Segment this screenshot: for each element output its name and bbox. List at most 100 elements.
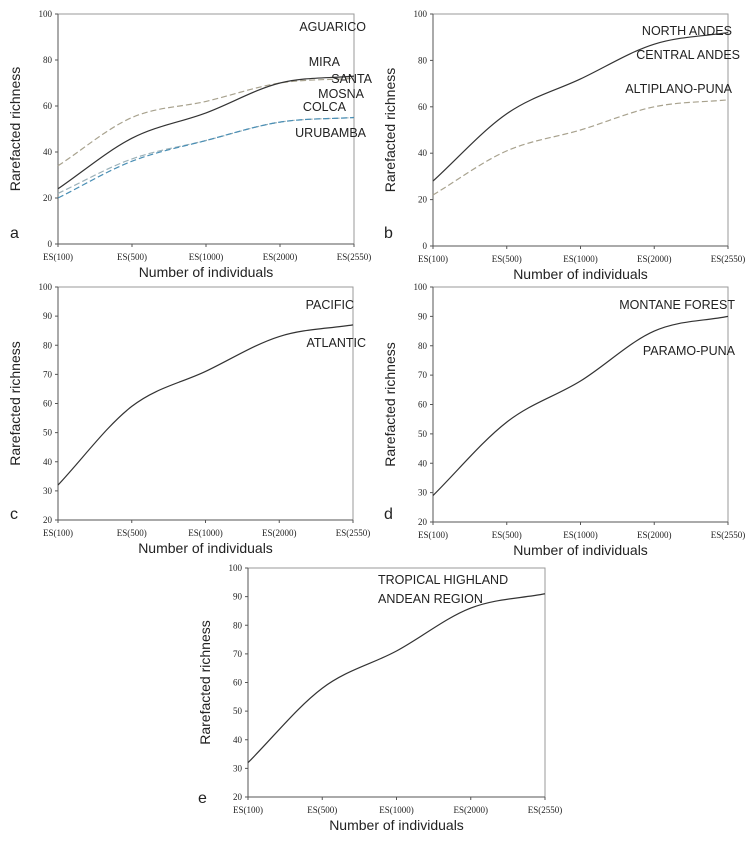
x-tick-label: ES(500) [492, 254, 522, 264]
x-tick-label: ES(100) [43, 252, 73, 262]
y-tick-label: 50 [43, 428, 53, 438]
x-tick-label: ES(2000) [454, 805, 489, 815]
y-tick-label: 100 [414, 282, 428, 292]
y-tick-label: 50 [233, 706, 243, 716]
y-tick-label: 80 [418, 55, 428, 65]
x-axis-title: Number of individuals [513, 542, 648, 558]
region-label: NORTH ANDES [642, 24, 732, 38]
x-axis-title: Number of individuals [513, 266, 648, 282]
region-label: ALTIPLANO-PUNA [625, 82, 732, 96]
y-tick-label: 20 [418, 517, 428, 527]
series-line-2 [432, 99, 729, 196]
panel-letter: a [10, 225, 19, 242]
y-tick-label: 40 [43, 147, 53, 157]
y-tick-label: 100 [39, 9, 53, 19]
region-label: ATLANTIC [307, 336, 367, 350]
panel-e: 20 30 40 50 60 70 80 90 100 ES(100) ES(500) ES(1000… [197, 563, 562, 833]
y-tick-label: 70 [233, 649, 243, 659]
x-tick-label: ES(2000) [263, 252, 298, 262]
region-label: COLCA [303, 100, 347, 114]
y-tick-label: 40 [233, 735, 243, 745]
plot-frame [57, 286, 354, 521]
y-tick-label: 90 [43, 311, 53, 321]
y-tick-label: 70 [418, 370, 428, 380]
y-tick-label: 40 [418, 148, 428, 158]
y-axis-title: Rarefacted richness [7, 67, 23, 192]
region-label: MONTANE FOREST [619, 298, 735, 312]
x-tick-label: ES(2550) [711, 254, 746, 264]
x-tick-label: ES(1000) [188, 528, 223, 538]
series-line-1 [57, 324, 354, 486]
y-tick-label: 20 [43, 193, 53, 203]
x-tick-label: ES(500) [117, 528, 147, 538]
x-tick-label: ES(1000) [563, 254, 598, 264]
x-tick-label: ES(500) [492, 530, 522, 540]
x-tick-label: ES(1000) [189, 252, 224, 262]
panel-letter: c [10, 506, 18, 523]
panel-letter: b [384, 225, 393, 242]
panel-letter: e [198, 790, 207, 807]
panel-d: 20 30 40 50 60 70 80 90 100 ES(100) ES(500) ES(1000… [382, 282, 745, 558]
y-tick-label: 70 [43, 369, 53, 379]
x-tick-label: ES(100) [418, 254, 448, 264]
series-line-2 [57, 75, 355, 190]
x-tick-label: ES(2550) [337, 252, 372, 262]
y-tick-label: 0 [423, 241, 428, 251]
x-tick-label: ES(1000) [379, 805, 414, 815]
x-tick-label: ES(2550) [336, 528, 371, 538]
x-tick-label: ES(100) [43, 528, 73, 538]
y-tick-label: 80 [43, 340, 53, 350]
y-tick-label: 60 [233, 678, 243, 688]
region-label: TROPICAL HIGHLAND [378, 573, 508, 587]
y-tick-label: 100 [229, 563, 243, 573]
y-tick-label: 80 [233, 620, 243, 630]
y-tick-label: 30 [43, 486, 53, 496]
x-tick-label: ES(500) [307, 805, 337, 815]
x-axis-title: Number of individuals [139, 264, 274, 280]
y-tick-label: 20 [418, 195, 428, 205]
x-tick-label: ES(2000) [637, 530, 672, 540]
series-line-1 [247, 593, 546, 764]
region-label: MOSNA [318, 87, 365, 101]
series-line-1 [432, 315, 729, 496]
y-tick-label: 30 [418, 488, 428, 498]
y-tick-label: 50 [418, 429, 428, 439]
region-label: MIRA [309, 55, 341, 69]
panel-b: 0 20 40 60 80 100 ES(100) ES(500) ES(1000) ES(200… [382, 9, 745, 282]
y-tick-label: 60 [418, 400, 428, 410]
y-tick-label: 80 [418, 341, 428, 351]
y-tick-label: 20 [43, 515, 53, 525]
x-tick-label: ES(2550) [711, 530, 746, 540]
x-axis-title: Number of individuals [329, 817, 464, 833]
region-label: PARAMO-PUNA [643, 344, 736, 358]
y-axis-title: Rarefacted richness [7, 341, 23, 466]
x-tick-label: ES(2000) [262, 528, 297, 538]
y-tick-label: 60 [43, 101, 53, 111]
y-tick-label: 30 [233, 763, 243, 773]
x-axis-title: Number of individuals [138, 540, 273, 556]
x-tick-label: ES(100) [418, 530, 448, 540]
x-tick-label: ES(100) [233, 805, 263, 815]
panel-letter: d [384, 506, 393, 523]
region-label: URUBAMBA [295, 126, 367, 140]
region-label: AGUARICO [299, 20, 366, 34]
y-tick-label: 60 [43, 399, 53, 409]
panel-c: 20 30 40 50 60 70 80 90 100 ES(100) ES(500) ES(1000… [7, 282, 370, 556]
y-tick-label: 90 [418, 311, 428, 321]
region-label: PACIFIC [306, 298, 354, 312]
x-tick-label: ES(2000) [637, 254, 672, 264]
x-tick-label: ES(500) [117, 252, 147, 262]
y-axis-title: Rarefacted richness [197, 620, 213, 745]
y-axis-title: Rarefacted richness [382, 342, 398, 467]
y-tick-label: 90 [233, 592, 243, 602]
x-tick-label: ES(2550) [528, 805, 563, 815]
y-tick-label: 40 [43, 457, 53, 467]
y-tick-label: 0 [48, 239, 53, 249]
series-line-1 [57, 77, 355, 167]
y-tick-label: 60 [418, 102, 428, 112]
series-line-1 [432, 31, 729, 182]
region-label: SANTA [331, 72, 372, 86]
region-label: CENTRAL ANDES [636, 48, 740, 62]
series-line-4 [57, 116, 355, 199]
